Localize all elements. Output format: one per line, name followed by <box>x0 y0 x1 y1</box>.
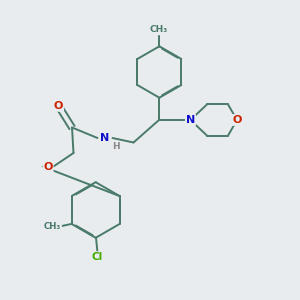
Text: O: O <box>43 161 53 172</box>
Text: H: H <box>112 142 120 151</box>
Text: CH₃: CH₃ <box>150 26 168 34</box>
Text: Cl: Cl <box>92 252 103 262</box>
Text: N: N <box>186 115 195 125</box>
Text: N: N <box>100 133 109 143</box>
Text: O: O <box>54 101 63 111</box>
Text: CH₃: CH₃ <box>44 222 61 231</box>
Text: O: O <box>232 115 242 125</box>
